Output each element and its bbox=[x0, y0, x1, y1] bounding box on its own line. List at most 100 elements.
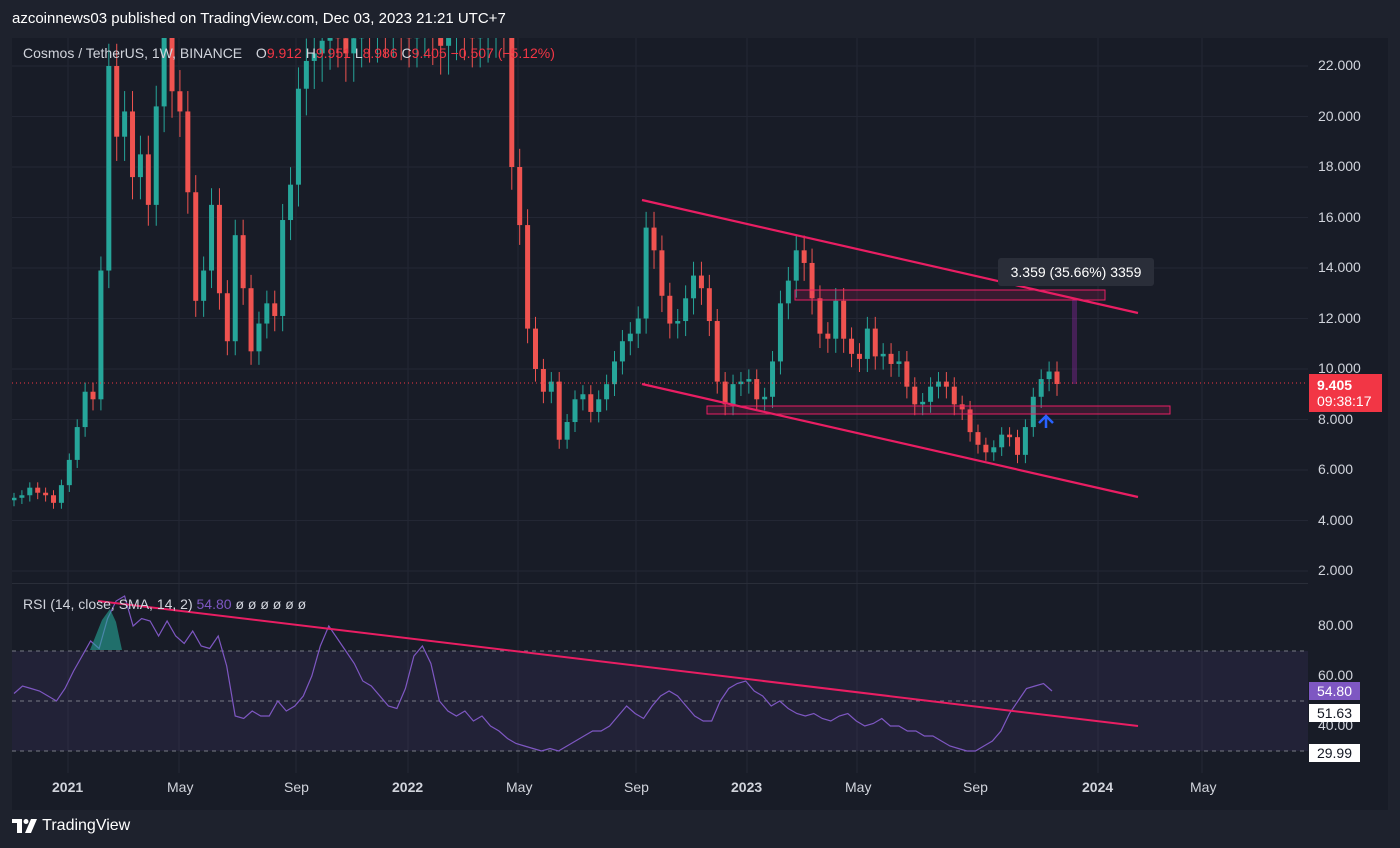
time-tick-label: May bbox=[845, 779, 872, 795]
low-value: 8.986 bbox=[362, 45, 398, 61]
price-tick-label: 2.000 bbox=[1318, 562, 1354, 578]
rsi-low-tag: 29.99 bbox=[1309, 744, 1360, 762]
candle-body bbox=[793, 250, 799, 281]
candle-body bbox=[272, 303, 278, 316]
candle-body bbox=[525, 225, 531, 329]
candle-body bbox=[612, 361, 618, 385]
candle-body bbox=[35, 487, 41, 493]
candle-body bbox=[935, 381, 941, 387]
candle-body bbox=[130, 111, 136, 178]
candle-body bbox=[635, 318, 641, 334]
last-price: 9.405 bbox=[1317, 377, 1353, 393]
rsi-label[interactable]: RSI (14, close, SMA, 14, 2) bbox=[23, 596, 193, 612]
candle-body bbox=[841, 300, 847, 339]
chart-area[interactable] bbox=[12, 38, 1388, 810]
change-value: −0.507 (−5.12%) bbox=[450, 45, 555, 61]
candle-body bbox=[193, 192, 199, 301]
price-tick-label: 20.000 bbox=[1318, 107, 1361, 124]
candle-body bbox=[1022, 427, 1028, 455]
chart-canvas[interactable] bbox=[12, 38, 1388, 810]
candle-body bbox=[232, 235, 238, 342]
candle-body bbox=[1007, 434, 1013, 438]
candle-body bbox=[90, 391, 96, 400]
publish-info: azcoinnews03 published on TradingView.co… bbox=[12, 10, 506, 27]
candle-body bbox=[19, 495, 25, 498]
candle-body bbox=[880, 353, 886, 357]
candle-body bbox=[177, 91, 183, 112]
candle-body bbox=[564, 422, 570, 440]
candle-body bbox=[698, 275, 704, 289]
candle-body bbox=[303, 60, 309, 89]
candle-body bbox=[153, 106, 159, 205]
time-tick-label: May bbox=[1190, 779, 1217, 795]
rsi-extras: ø ø ø ø ø ø bbox=[235, 596, 307, 612]
candle-body bbox=[43, 492, 49, 496]
candle-body bbox=[280, 220, 286, 316]
footer-brand-name: TradingView bbox=[42, 817, 131, 834]
candle-body bbox=[311, 53, 317, 61]
time-tick-label: Sep bbox=[284, 779, 309, 795]
symbol-legend[interactable]: Cosmos / TetherUS, 1W, BINANCE O9.912 H9… bbox=[23, 45, 555, 61]
candle-body bbox=[1038, 379, 1044, 397]
price-tick-label: 16.000 bbox=[1318, 208, 1361, 225]
candle-body bbox=[872, 328, 878, 357]
rsi-trend-line bbox=[97, 600, 1139, 727]
drawings bbox=[97, 198, 1171, 727]
candle-body bbox=[185, 111, 191, 193]
candle-body bbox=[667, 295, 673, 324]
candle-body bbox=[943, 381, 949, 387]
low-label: L bbox=[354, 45, 363, 61]
measure-range bbox=[1072, 300, 1077, 384]
open-label: O bbox=[255, 45, 267, 61]
rsi-line bbox=[13, 595, 1053, 752]
candle-body bbox=[572, 399, 578, 423]
candle-body bbox=[999, 434, 1005, 448]
candle-body bbox=[928, 386, 934, 402]
rsi-band bbox=[12, 650, 1308, 752]
candle-body bbox=[809, 262, 815, 299]
candle-body bbox=[785, 280, 791, 304]
candle-body bbox=[983, 444, 989, 453]
time-tick-label: Sep bbox=[963, 779, 988, 795]
candle-body bbox=[509, 38, 515, 167]
candle-body bbox=[216, 204, 222, 294]
candle-body bbox=[27, 487, 33, 496]
price-range-label[interactable]: 3.359 (35.66%) 3359 bbox=[998, 258, 1154, 286]
candle-body bbox=[209, 204, 215, 271]
candle-body bbox=[580, 394, 586, 400]
candle-body bbox=[548, 381, 554, 392]
candle-body bbox=[169, 38, 175, 92]
candle-body bbox=[351, 38, 357, 54]
price-tick-label: 6.000 bbox=[1318, 461, 1354, 477]
rsi-lines bbox=[13, 595, 1053, 752]
candle-body bbox=[959, 404, 965, 410]
support-zone bbox=[706, 405, 1171, 415]
candle-body bbox=[754, 379, 760, 400]
candle-body bbox=[161, 38, 167, 107]
candle-body bbox=[817, 298, 823, 334]
rsi-tick-label: 60.00 bbox=[1318, 667, 1354, 683]
last-price-tag: 9.405 09:38:17 bbox=[1309, 374, 1382, 412]
candle-body bbox=[114, 66, 120, 137]
time-tick-label: May bbox=[506, 779, 533, 795]
rsi-legend[interactable]: RSI (14, close, SMA, 14, 2) 54.80 ø ø ø … bbox=[23, 596, 306, 612]
candle-body bbox=[264, 303, 270, 324]
candle-body bbox=[659, 250, 665, 296]
candle-body bbox=[1030, 396, 1036, 428]
candle-body bbox=[706, 288, 712, 322]
footer-brand[interactable]: TradingView bbox=[12, 817, 130, 835]
symbol-name[interactable]: Cosmos / TetherUS, 1W, BINANCE bbox=[23, 45, 243, 61]
candle-body bbox=[1014, 437, 1020, 455]
pane-separator bbox=[12, 583, 1308, 584]
candle-body bbox=[864, 328, 870, 359]
candle-body bbox=[651, 227, 657, 251]
high-label: H bbox=[305, 45, 316, 61]
candle-body bbox=[122, 111, 128, 137]
candle-body bbox=[137, 154, 143, 178]
candle-body bbox=[856, 353, 862, 359]
candle-body bbox=[746, 379, 752, 382]
candle-body bbox=[145, 154, 151, 205]
candle-body bbox=[912, 386, 918, 405]
time-tick-label: 2023 bbox=[731, 779, 763, 795]
candle-body bbox=[951, 386, 957, 405]
